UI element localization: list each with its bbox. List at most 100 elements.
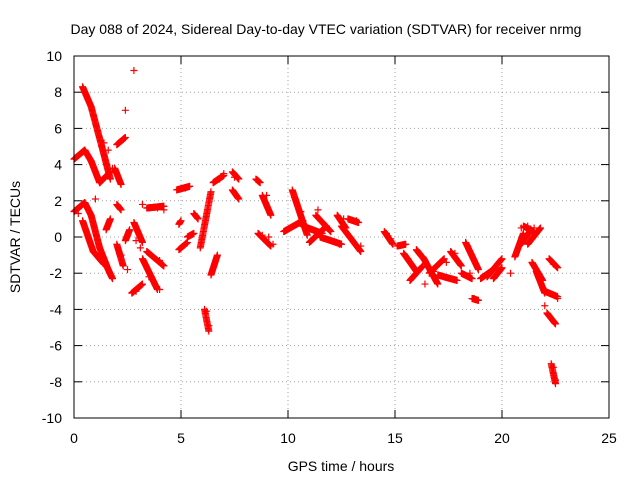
- data-point: [451, 249, 459, 257]
- data-point: [549, 260, 557, 268]
- y-tick-label: -6: [50, 338, 63, 354]
- data-point: [352, 217, 360, 225]
- data-point: [190, 229, 198, 237]
- grid: [74, 56, 609, 418]
- data-point: [434, 280, 442, 288]
- data-point: [119, 135, 127, 143]
- y-axis-label: SDTVAR / TECUs: [7, 181, 23, 293]
- data-point: [470, 295, 478, 303]
- data-point: [106, 215, 114, 223]
- data-point: [297, 208, 305, 216]
- data-point: [207, 188, 215, 196]
- data-point: [205, 322, 213, 330]
- data-point: [126, 226, 134, 234]
- data-point: [537, 224, 545, 232]
- data-point: [524, 222, 532, 230]
- data-point: [263, 191, 271, 199]
- data-point: [117, 251, 125, 259]
- data-point: [549, 363, 557, 371]
- data-point: [235, 195, 243, 203]
- data-point: [106, 175, 114, 183]
- data-point: [235, 175, 243, 183]
- data-point: [117, 181, 125, 189]
- y-tick-label: -8: [50, 374, 63, 390]
- data-point: [177, 217, 185, 225]
- plot-frame: [73, 55, 610, 419]
- data-point: [554, 295, 562, 303]
- x-axis-label: GPS time / hours: [288, 458, 395, 474]
- data-point: [124, 266, 131, 274]
- data-point: [132, 287, 140, 295]
- data-point: [265, 233, 273, 241]
- data-point: [132, 237, 140, 245]
- data-point: [130, 66, 138, 74]
- data-point: [203, 307, 211, 315]
- data-point: [186, 182, 194, 190]
- x-tick-label: 0: [70, 430, 78, 446]
- data-point: [213, 251, 221, 259]
- data-point: [194, 215, 202, 223]
- data-point: [335, 240, 343, 248]
- data-point: [464, 242, 472, 250]
- data-point: [498, 264, 506, 272]
- y-tick-label: 0: [54, 229, 62, 245]
- data-point: [466, 269, 474, 277]
- y-tick-label: -4: [50, 301, 63, 317]
- data-point: [74, 209, 82, 217]
- data-point: [474, 296, 482, 304]
- x-tick-label: 15: [387, 430, 403, 446]
- y-tick-label: 2: [54, 193, 62, 209]
- data-point: [220, 170, 228, 178]
- data-point: [404, 255, 412, 263]
- data-point: [382, 229, 390, 237]
- data-point: [442, 258, 450, 266]
- data-point: [402, 240, 410, 248]
- chart-title: Day 088 of 2024, Sidereal Day-to-day VTE…: [71, 21, 582, 37]
- data-point: [119, 262, 127, 270]
- y-tick-label: 10: [46, 48, 62, 64]
- data-point: [517, 224, 525, 232]
- data-point: [498, 255, 506, 263]
- data-point: [387, 235, 395, 243]
- data-point: [440, 255, 448, 263]
- data-point: [539, 284, 547, 292]
- y-tick-label: 8: [54, 84, 62, 100]
- data-point: [340, 215, 348, 223]
- data-point: [269, 240, 277, 248]
- data-point: [389, 240, 397, 248]
- data-points: [70, 66, 562, 388]
- data-point: [494, 260, 502, 268]
- data-point: [453, 276, 461, 284]
- data-point: [267, 211, 275, 219]
- data-point: [314, 206, 322, 214]
- data-point: [552, 376, 559, 384]
- data-point: [541, 302, 549, 310]
- data-point: [91, 195, 99, 203]
- x-tick-label: 20: [494, 430, 510, 446]
- data-point: [96, 251, 104, 259]
- data-point: [100, 139, 108, 147]
- data-point: [231, 173, 238, 181]
- data-point: [109, 164, 117, 172]
- data-point: [136, 244, 144, 252]
- axis-tick-labels: 0 5 10 15 20 25 -10 -8 -6 -4 -2 0 2 4 6 8 10: [42, 48, 617, 446]
- data-point: [303, 231, 311, 239]
- data-point: [138, 238, 146, 246]
- y-tick-label: 6: [54, 120, 62, 136]
- data-point: [357, 242, 365, 250]
- data-point: [145, 273, 153, 281]
- x-tick-label: 25: [601, 430, 617, 446]
- y-tick-label: 4: [54, 157, 62, 173]
- x-tick-label: 5: [177, 430, 185, 446]
- data-point: [421, 280, 429, 288]
- data-point: [430, 267, 438, 275]
- data-point: [100, 260, 108, 268]
- data-point: [216, 175, 224, 183]
- data-point: [181, 184, 189, 192]
- data-point: [109, 275, 117, 283]
- data-point: [507, 269, 515, 277]
- data-point: [104, 146, 112, 154]
- data-point: [156, 257, 164, 265]
- data-point: [290, 193, 298, 201]
